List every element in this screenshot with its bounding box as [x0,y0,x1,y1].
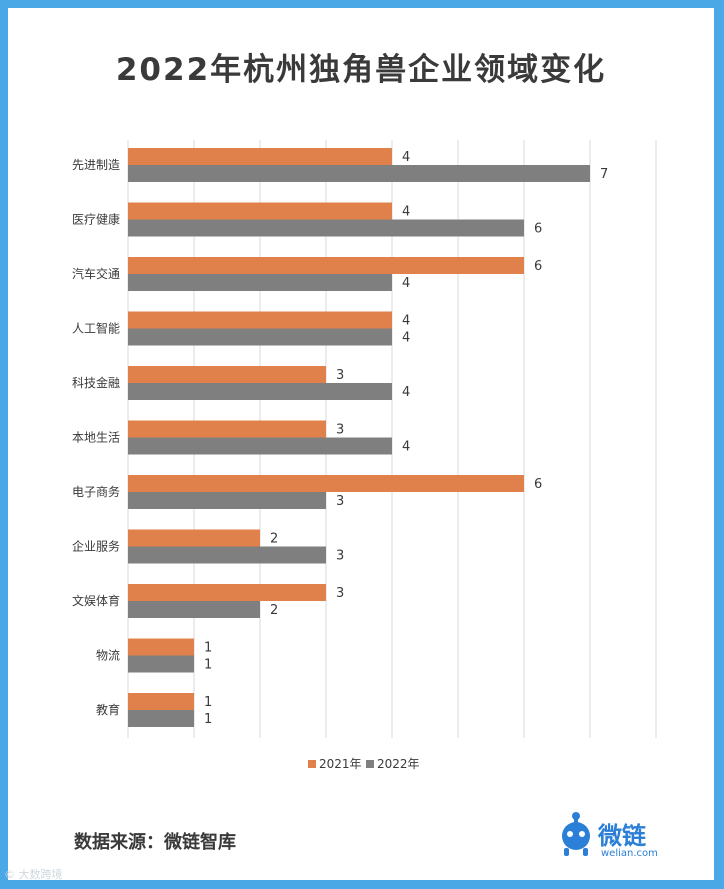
watermark: © 大数跨境 [4,868,63,881]
legend-label: 2021年 [319,757,362,771]
bar [128,584,326,601]
data-label: 7 [600,167,608,182]
bar [128,257,524,274]
category-label: 汽车交通 [72,266,120,281]
bar [128,638,194,656]
data-label: 2 [270,532,278,547]
data-label: 4 [402,150,410,165]
data-label: 6 [534,477,542,492]
bar [128,202,392,220]
data-label: 4 [402,440,410,455]
data-label: 4 [402,385,410,400]
bar [128,546,326,564]
data-label: 3 [336,368,344,383]
data-label: 4 [402,331,410,346]
data-source: 数据来源：微链智库 [74,832,236,853]
bar [128,529,260,547]
data-label: 4 [402,314,410,329]
bar [128,328,392,346]
bar [128,437,392,455]
category-label: 物流 [96,649,120,663]
category-label: 本地生活 [72,431,120,445]
bar [128,475,524,492]
data-label: 3 [336,549,344,564]
data-label: 2 [270,603,278,618]
category-label: 企业服务 [72,539,120,554]
data-label: 6 [534,259,542,274]
bar [128,366,326,383]
bar [128,492,326,509]
category-label: 电子商务 [72,484,120,499]
legend-swatch [366,760,374,768]
category-label: 文娱体育 [72,593,120,608]
category-label: 医疗健康 [72,212,120,227]
bar [128,165,590,182]
data-label: 4 [402,205,410,220]
chart-title: 2022年杭州独角兽企业领域变化 [115,52,607,88]
bar [128,601,260,618]
category-label: 先进制造 [72,158,120,172]
data-label: 3 [336,423,344,438]
chart-card: 2022年杭州独角兽企业领域变化 先进制造 4 7 医疗健康 4 6 汽车交通 6 4 人工智能 4… [8,8,714,880]
data-label: 1 [204,641,212,656]
legend-label: 2022年 [377,757,420,771]
bar [128,655,194,673]
logo-name: 微链 [598,822,646,850]
bar [128,710,194,727]
welian-logo-icon [562,812,590,856]
legend-swatch [308,760,316,768]
category-label: 人工智能 [72,321,120,336]
data-label: 3 [336,586,344,601]
bar-chart: 先进制造 4 7 医疗健康 4 6 汽车交通 6 4 人工智能 4 4 科技金融 3 4 本地生活 3 4 电子商务… [72,140,657,771]
bar [128,693,194,710]
bar [128,420,326,438]
bar [128,311,392,329]
category-label: 科技金融 [72,375,120,390]
data-label: 6 [534,222,542,237]
bar [128,219,524,237]
bar [128,148,392,165]
data-label: 1 [204,695,212,710]
data-label: 3 [336,494,344,509]
logo-domain: welian.com [601,848,658,859]
bar [128,274,392,291]
data-label: 1 [204,658,212,673]
category-label: 教育 [96,702,120,717]
data-label: 4 [402,276,410,291]
data-label: 1 [204,712,212,727]
bar [128,383,392,400]
